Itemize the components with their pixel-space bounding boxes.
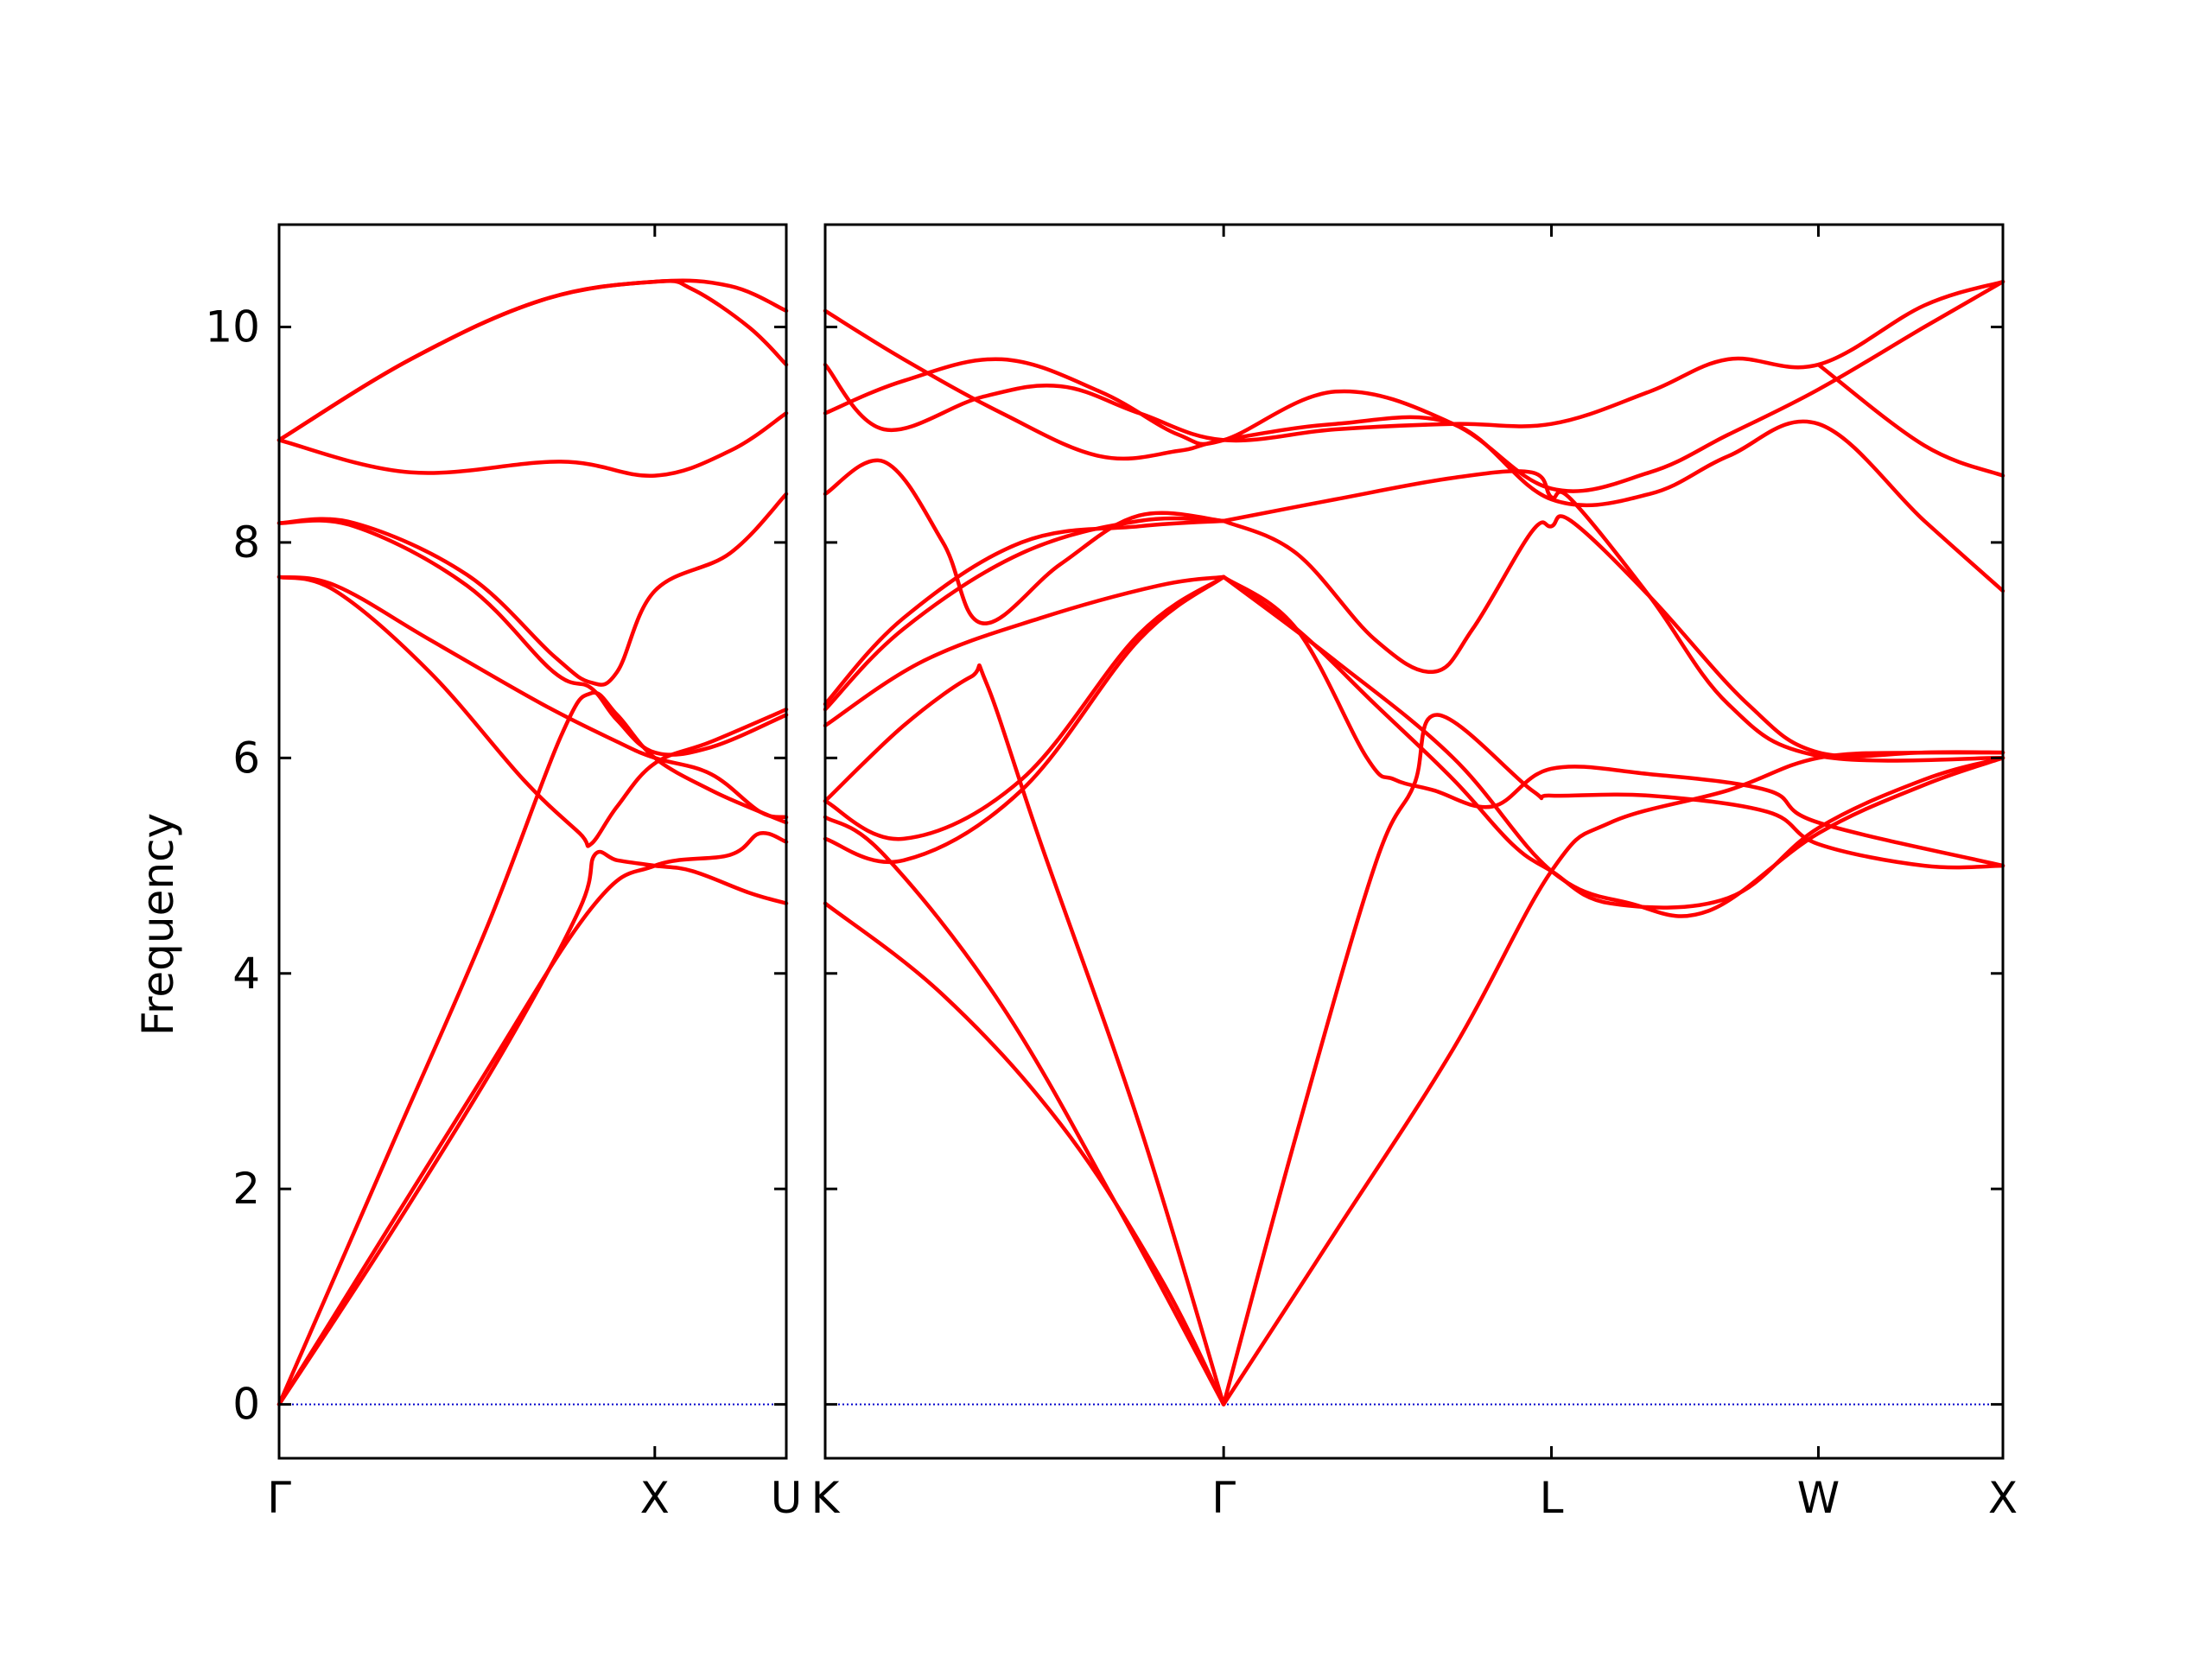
x-tick-label: X — [1988, 1473, 2018, 1523]
band-line — [276, 849, 789, 1406]
band-line — [823, 574, 1226, 864]
band-line — [1221, 574, 2005, 910]
band-line — [1221, 750, 2005, 1406]
band-line — [823, 574, 1226, 728]
band-line — [276, 411, 789, 478]
band-line — [1221, 469, 2005, 763]
x-tick-label: U — [771, 1473, 803, 1523]
y-tick-label: 0 — [232, 1380, 260, 1430]
band-line — [823, 279, 2005, 443]
band-line — [276, 518, 789, 757]
plot-frame — [823, 223, 2005, 1460]
band-line — [823, 516, 1226, 712]
band-line — [1221, 574, 2005, 918]
band-line — [276, 574, 789, 820]
band-line — [823, 458, 1226, 625]
band-line — [823, 574, 1226, 841]
band-line — [276, 830, 789, 1406]
x-tick-label: Γ — [1211, 1473, 1236, 1523]
y-tick-label: 10 — [205, 301, 260, 352]
band-line — [1816, 362, 2005, 478]
y-tick-label: 6 — [232, 733, 260, 783]
band-line — [823, 308, 2005, 593]
panel-left: 0 2 4 6 8 10 Γ X U — [205, 223, 803, 1523]
band-line — [823, 901, 1226, 1406]
band-line — [276, 278, 789, 442]
x-tick-label: W — [1797, 1473, 1840, 1523]
band-line — [1221, 574, 2005, 868]
x-tick-label: K — [811, 1473, 841, 1523]
band-line — [823, 815, 1226, 1406]
x-tick-label: X — [640, 1473, 670, 1523]
y-tick-label: 2 — [232, 1164, 260, 1214]
y-axis-label: Frequency — [133, 813, 183, 1036]
band-line — [1221, 514, 2005, 759]
band-line — [276, 690, 789, 1406]
x-tick-label: L — [1540, 1473, 1564, 1523]
band-line — [276, 574, 789, 848]
x-tick-label: Γ — [267, 1473, 291, 1523]
y-tick-label: 4 — [232, 949, 260, 999]
band-line — [823, 518, 1226, 707]
plot-frame — [277, 223, 788, 1460]
band-line — [823, 279, 2005, 493]
band-line — [1221, 713, 2005, 1406]
y-tick-label: 8 — [232, 517, 260, 568]
band-line — [823, 663, 1226, 1406]
panels-layer: 0 2 4 6 8 10 Γ X U K Γ L W X — [205, 223, 2018, 1523]
band-line — [276, 492, 789, 687]
